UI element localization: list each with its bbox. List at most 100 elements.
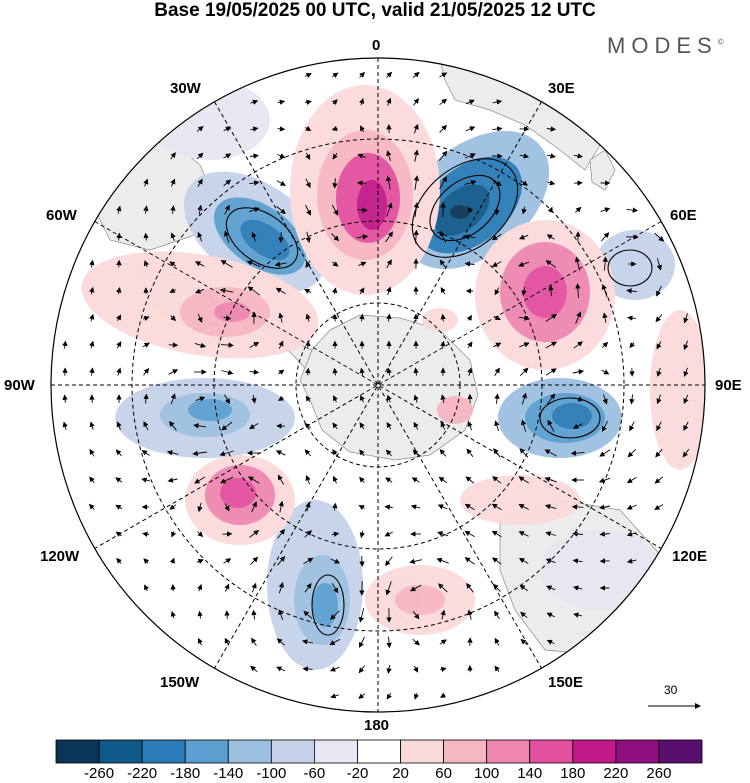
wind-vector [545,558,556,564]
wind-vector [359,636,365,648]
wind-vector [440,394,446,403]
wind-vector [519,367,529,377]
wind-vector [599,531,610,537]
wind-vector [250,556,259,566]
wind-vector [220,342,234,348]
antarctica [299,314,479,461]
lon-label-150w: 150W [160,674,200,691]
wind-vector [627,315,637,321]
wind-vector [629,394,635,405]
wind-vector [193,423,206,429]
anomaly-field [81,80,705,670]
wind-vector [171,531,177,538]
wind-vector [493,448,501,458]
wind-vector [356,234,369,240]
wind-vector [519,342,530,348]
colorbar-tick-label: -60 [303,765,326,782]
wind-vector [466,448,474,458]
wind-vector [439,72,448,78]
wind-vector [359,530,365,539]
wind-vector [518,261,530,267]
wind-vector [656,285,662,297]
anomaly-neg [312,583,338,627]
colorbar-tick-label: -100 [256,765,287,782]
lon-label-0: 0 [372,37,381,54]
wind-vector [545,368,557,376]
wind-vector [170,152,176,160]
wind-vector [571,504,584,510]
wind-vector [546,612,555,618]
wind-vector [89,367,95,376]
wind-vector [437,531,449,537]
wind-vector [277,556,286,566]
wind-vector [141,449,150,456]
wind-vector [305,231,311,243]
wind-vector [546,639,555,645]
wind-vector [303,557,314,565]
wind-vector [440,666,447,673]
colorbar-tick-label: -220 [127,765,158,782]
wind-vector [143,316,150,322]
colorbar-tick-label: 100 [474,765,500,782]
wind-vector [440,692,447,698]
wind-vector [409,558,422,564]
wind-vector [359,476,365,483]
wind-vector [602,312,608,323]
wind-vector [277,126,286,132]
wind-vector [247,476,260,484]
anomaly-pos [460,475,580,525]
wind-vector [518,476,530,484]
colorbar-cell [572,739,617,764]
wind-vector [332,152,338,160]
lon-label-30e: 30E [548,80,575,97]
wind-vector [467,367,473,376]
wind-vector [413,175,420,190]
wind-vector [359,287,365,295]
wind-vector [249,341,260,348]
wind-vector [519,315,530,321]
wind-vector [492,476,502,484]
colorbar-cell [529,739,574,764]
wind-vector [143,393,149,404]
wind-vector [602,256,608,271]
colorbar-tick-label: -260 [84,765,115,782]
wind-vector [221,369,234,375]
wind-vectors [62,71,690,700]
wind-vector [62,394,68,403]
wind-vector [115,504,123,510]
wind-vector [169,557,175,564]
anomaly-pos [437,396,473,424]
wind-vector [386,71,393,78]
wind-vector [410,504,421,510]
wind-vector [305,178,311,189]
brand-logo: MODES© [607,33,724,59]
wind-vector [142,531,150,537]
wind-vector [332,395,338,403]
wind-vector [385,175,392,190]
wind-vector [492,583,501,592]
colorbar-cell [400,739,444,764]
wind-vector [386,313,392,322]
wind-vector [305,125,312,131]
wind-vector [467,420,473,431]
wind-vector [385,231,394,243]
wind-vector [520,611,528,619]
colorbar-tick-label: -20 [346,765,369,782]
wind-vector [251,395,257,404]
wind-vector [439,176,447,190]
wind-vector [547,206,553,213]
wind-vector [520,638,528,645]
wind-vector [683,340,689,351]
wind-vector [573,612,583,618]
anomaly-pos [523,266,567,318]
wind-vector [331,531,340,537]
colorbar-cell [270,739,315,764]
wind-vector [655,314,663,323]
wind-vector [116,421,122,430]
wind-vector [548,284,554,297]
wind-vector [305,501,311,512]
wind-vector [169,420,177,431]
wind-vector [464,503,475,511]
wind-vector [116,341,122,349]
